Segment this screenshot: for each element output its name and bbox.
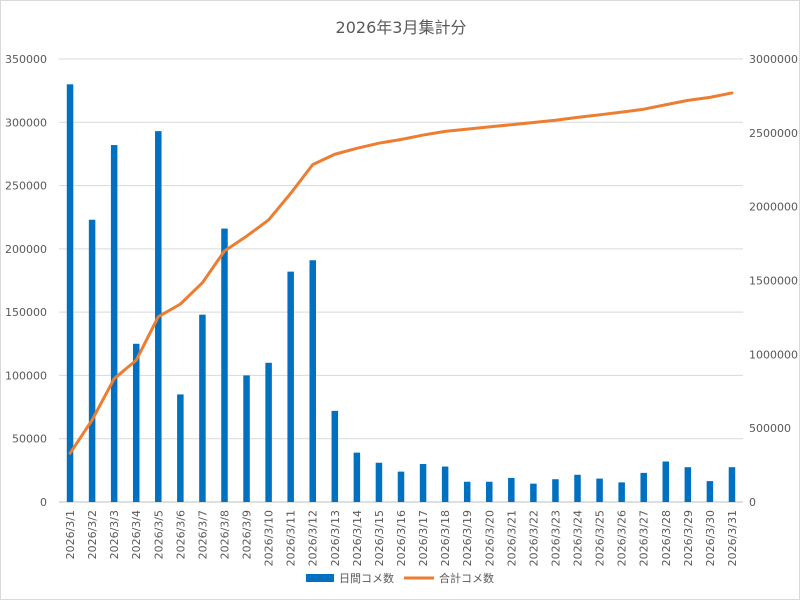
series-line-total [68, 91, 734, 455]
y-left-tick-label: 0 [40, 496, 47, 509]
y-right-tick-label: 1500000 [749, 275, 798, 288]
y-left-tick-label: 150000 [5, 306, 47, 319]
bar [88, 219, 96, 502]
y-left-tick-label: 300000 [5, 116, 47, 129]
bar [132, 343, 140, 502]
y-right-tick-label: 0 [749, 496, 756, 509]
x-tick-label: 2026/3/23 [549, 510, 562, 566]
grid-layer [59, 58, 743, 503]
y-right-tick-label: 2500000 [749, 127, 798, 140]
x-tick-label: 2026/3/7 [196, 510, 209, 559]
x-tick-label: 2026/3/31 [726, 510, 739, 566]
bar [199, 314, 206, 502]
x-tick-label: 2026/3/21 [505, 510, 518, 566]
y-right-tick-label: 2000000 [749, 201, 798, 214]
x-tick-label: 2026/3/18 [439, 510, 452, 566]
bar [684, 467, 692, 502]
x-tick-label: 2026/3/11 [285, 510, 298, 566]
legend-swatch-daily [306, 574, 334, 582]
bar [706, 481, 714, 502]
x-tick-label: 2026/3/30 [704, 510, 717, 566]
bar [530, 483, 537, 502]
bar [552, 479, 559, 502]
x-tick-label: 2026/3/28 [660, 510, 673, 566]
y-left-tick-label: 250000 [5, 180, 47, 193]
legend-label-total: 合計コメ数 [439, 571, 494, 585]
x-tick-label: 2026/3/1 [64, 510, 77, 559]
x-tick-label: 2026/3/14 [351, 510, 364, 566]
axis-layer: 0 50000 100000 150000 200000 250000 300000 3500… [5, 53, 798, 566]
bar [309, 260, 316, 502]
x-tick-label: 2026/3/24 [572, 510, 585, 566]
legend-label-daily: 日間コメ数 [339, 572, 394, 585]
y-right-tick-label: 1000000 [749, 348, 798, 361]
bar [177, 394, 184, 502]
y-left-tick-label: 100000 [5, 369, 47, 382]
bar [287, 271, 294, 502]
y-left-tick-label: 350000 [5, 53, 47, 66]
x-tick-label: 2026/3/25 [594, 510, 607, 566]
bar [375, 462, 383, 502]
bar [728, 467, 736, 502]
x-tick-label: 2026/3/13 [329, 510, 342, 566]
x-tick-label: 2026/3/22 [527, 510, 540, 566]
x-tick-label: 2026/3/3 [108, 510, 121, 559]
bar [508, 477, 515, 502]
bar [662, 461, 670, 502]
bar [66, 84, 74, 503]
x-tick-label: 2026/3/8 [218, 510, 231, 559]
bar [353, 452, 361, 502]
bar [265, 362, 272, 502]
bar [331, 410, 339, 502]
chart-title: 2026年3月集計分 [336, 18, 467, 37]
bar [441, 466, 449, 502]
x-tick-label: 2026/3/19 [461, 510, 474, 566]
bar [618, 482, 625, 502]
bar [640, 472, 647, 502]
x-tick-label: 2026/3/17 [417, 510, 430, 566]
x-tick-label: 2026/3/6 [174, 510, 187, 559]
x-tick-label: 2026/3/4 [130, 510, 143, 559]
bar [397, 471, 405, 502]
x-tick-label: 2026/3/9 [241, 510, 254, 559]
bars-layer [66, 84, 736, 503]
y-right-tick-label: 500000 [749, 422, 791, 435]
bar [221, 228, 228, 502]
bar [486, 481, 493, 502]
x-tick-label: 2026/3/5 [152, 510, 165, 559]
x-tick-label: 2026/3/16 [395, 510, 408, 566]
bar [596, 478, 603, 502]
x-tick-label: 2026/3/20 [483, 510, 496, 566]
y-left-tick-label: 200000 [5, 243, 47, 256]
x-tick-label: 2026/3/10 [263, 510, 276, 566]
y-right-tick-label: 3000000 [749, 53, 798, 66]
x-tick-label: 2026/3/29 [682, 510, 695, 566]
y-left-tick-label: 50000 [12, 433, 47, 446]
legend: 日間コメ数 合計コメ数 [306, 571, 494, 585]
x-tick-label: 2026/3/2 [86, 510, 99, 559]
bar [574, 474, 581, 502]
bar [243, 375, 250, 502]
x-tick-label: 2026/3/27 [638, 510, 651, 566]
x-tick-label: 2026/3/12 [307, 510, 320, 566]
bar [463, 481, 471, 502]
line-layer [68, 91, 734, 455]
x-tick-label: 2026/3/15 [373, 510, 386, 566]
bar [110, 145, 118, 502]
bar [419, 464, 427, 502]
x-tick-label: 2026/3/26 [616, 510, 629, 566]
